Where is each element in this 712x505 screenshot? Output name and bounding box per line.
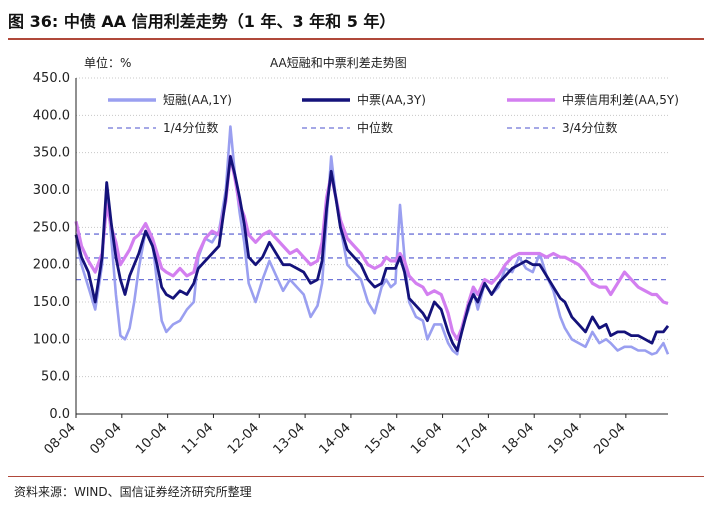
x-tick-label: 16-04: [408, 420, 445, 457]
series-line-spread: [74, 154, 669, 341]
y-tick-label: 100.0: [33, 332, 70, 347]
x-tick-label: 17-04: [454, 420, 491, 457]
x-tick-label: 15-04: [362, 420, 399, 457]
y-tick-label: 450.0: [33, 71, 70, 86]
x-tick-label: 19-04: [546, 420, 583, 457]
x-tick-label: 20-04: [591, 420, 628, 457]
y-tick-label: 200.0: [33, 258, 70, 273]
legend-label-q3: 3/4分位数: [562, 120, 617, 135]
legend-label-mid: 中票(AA,3Y): [357, 92, 426, 107]
figure-title-text: 中债 AA 信用利差走势（1 年、3 年和 5 年）: [63, 12, 396, 31]
source-note: 资料来源：WIND、国信证券经济研究所整理: [14, 485, 252, 499]
x-tick-label: 13-04: [271, 420, 308, 457]
y-tick-label: 50.0: [41, 370, 70, 385]
y-tick-label: 350.0: [33, 146, 70, 161]
footer-rule: [8, 476, 704, 477]
x-tick-label: 09-04: [87, 420, 124, 457]
x-tick-label: 18-04: [500, 420, 537, 457]
x-tick-label: 12-04: [225, 420, 262, 457]
title-rule: [8, 38, 704, 40]
legend: 短融(AA,1Y) 中票(AA,3Y) 中票信用利差(AA,5Y) 1/4分位数 中位数…: [108, 92, 679, 135]
x-tick-label: 08-04: [42, 420, 79, 457]
figure-title: 图 36: 中债 AA 信用利差走势（1 年、3 年和 5 年）: [8, 8, 395, 32]
series-layer: [74, 125, 670, 356]
chart-title: AA短融和中票利差走势图: [270, 55, 407, 70]
series-line-short: [74, 125, 670, 356]
y-tick-label: 400.0: [33, 108, 70, 123]
y-tick-label: 300.0: [33, 183, 70, 198]
x-tick-label: 11-04: [179, 420, 216, 457]
unit-label: 单位：%: [84, 55, 131, 70]
legend-label-spread: 中票信用利差(AA,5Y): [562, 92, 679, 107]
y-tick-label: 150.0: [33, 295, 70, 310]
x-tick-label: 10-04: [133, 420, 170, 457]
y-tick-label: 0.0: [49, 407, 70, 422]
series-line-mid: [74, 154, 670, 352]
legend-label-short: 短融(AA,1Y): [163, 93, 232, 107]
legend-label-q1: 1/4分位数: [163, 120, 218, 135]
x-tick-label: 14-04: [316, 420, 353, 457]
y-tick-label: 250.0: [33, 220, 70, 235]
legend-label-median: 中位数: [357, 120, 393, 135]
figure-label: 图 36:: [8, 12, 59, 31]
